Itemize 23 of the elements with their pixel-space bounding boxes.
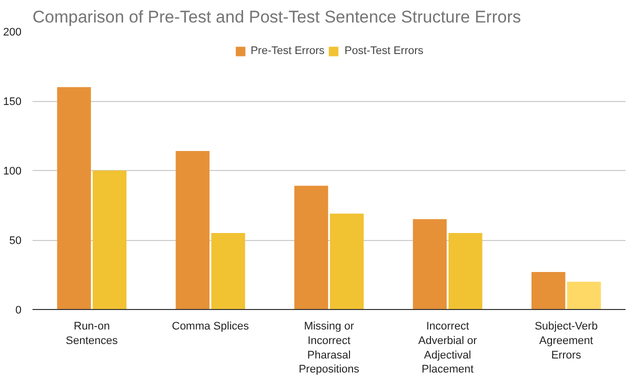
chart-title: Comparison of Pre-Test and Post-Test Sentence Structure Errors [32, 8, 521, 26]
bar [567, 282, 601, 310]
bar [176, 151, 210, 310]
bar [532, 272, 566, 310]
x-tick-label: Missing or Incorrect Pharasal Prepositions [298, 320, 360, 376]
bar [211, 233, 246, 310]
y-tick-label: 50 [9, 235, 22, 247]
x-tick-label: Run-on Sentences [66, 320, 118, 347]
x-tick-label: Comma Splices [172, 320, 250, 332]
bar [330, 214, 364, 310]
bar [57, 87, 91, 310]
legend-label: Post-Test Errors [344, 45, 424, 57]
bar [294, 186, 328, 310]
bar [92, 170, 126, 310]
bar [448, 233, 482, 310]
x-tick-label: Subject-Verb Agreement Errors [534, 320, 598, 362]
y-tick-label: 100 [3, 166, 22, 178]
legend-label: Pre-Test Errors [250, 45, 325, 57]
y-tick-label: 200 [3, 26, 22, 38]
y-tick-label: 0 [15, 304, 22, 316]
x-tick-label: Incorrect Adverbial or Adjectival Placement [418, 320, 478, 376]
y-tick-label: 150 [3, 96, 22, 108]
bar [412, 219, 447, 310]
